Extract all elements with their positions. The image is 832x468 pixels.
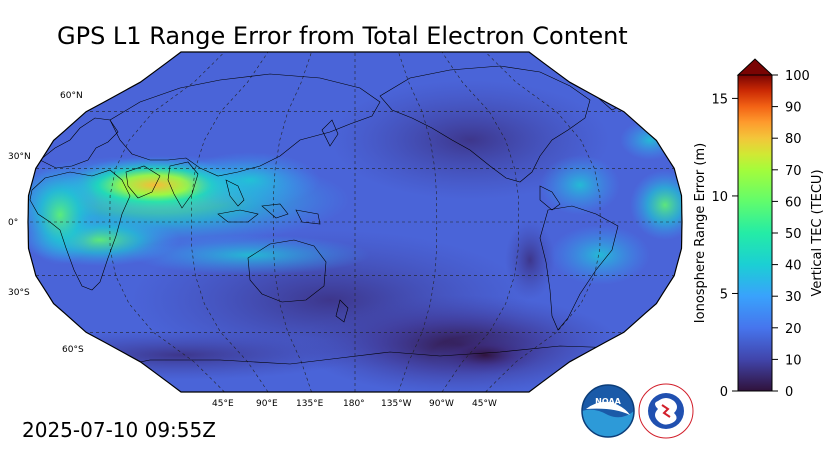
south-america-outline — [539, 205, 619, 331]
colorbar: 0 5 10 15 0 10 20 30 40 50 60 70 80 90 100 — [711, 58, 810, 400]
colorbar-left-tick-label: 10 — [711, 190, 728, 205]
colorbar-right-tick-label: 40 — [785, 259, 802, 274]
meridian-line — [191, 52, 269, 392]
colorbar-gradient — [737, 74, 773, 392]
globe-outline — [27, 51, 683, 393]
map-title: GPS L1 Range Error from Total Electron C… — [57, 22, 628, 50]
meridian-line — [109, 52, 225, 392]
africa-outline — [29, 169, 131, 291]
colorbar-left-tick-label: 0 — [720, 385, 728, 400]
colorbar-right-axis-label: Vertical TEC (TECU) — [810, 169, 825, 296]
colorbar-left-tick-label: 5 — [720, 287, 728, 302]
north-america-outline — [379, 65, 591, 183]
meridian-line — [398, 52, 438, 392]
lon-label-180: 180° — [343, 399, 365, 409]
meridian-line — [273, 52, 312, 392]
colorbar-right-tick-label: 90 — [785, 101, 802, 116]
lon-label-90e: 90°E — [256, 399, 278, 409]
lat-label-60n: 60°N — [60, 91, 83, 101]
colorbar-right-tick-label: 70 — [785, 164, 802, 179]
lon-label-135w: 135°W — [381, 399, 412, 409]
meridian-line — [485, 52, 601, 392]
asia-outline — [109, 73, 381, 177]
lat-label-30s: 30°S — [8, 288, 30, 298]
lat-label-60s: 60°S — [62, 345, 84, 355]
europe-outline — [39, 117, 119, 169]
lon-label-45w: 45°W — [472, 399, 497, 409]
colorbar-right-tick-label: 50 — [785, 227, 802, 242]
colorbar-right-tick-label: 30 — [785, 290, 802, 305]
colorbar-right-tick-label: 20 — [785, 322, 802, 337]
antarctica-outline — [89, 345, 661, 373]
lon-label-45e: 45°E — [212, 399, 234, 409]
colorbar-extend-triangle — [736, 58, 774, 76]
lat-label-30n: 30°N — [8, 152, 31, 162]
nws-logo — [638, 383, 694, 439]
colorbar-left-tick-label: 15 — [711, 92, 728, 107]
colorbar-right-tick-label: 80 — [785, 132, 802, 147]
colorbar-right-tick-label: 10 — [785, 353, 802, 368]
timestamp: 2025-07-10 09:55Z — [22, 418, 216, 442]
lon-label-135e: 135°E — [296, 399, 324, 409]
meridian-line — [441, 52, 519, 392]
noaa-logo — [581, 384, 635, 438]
noaa-logo-text: NOAA — [595, 397, 621, 406]
india-outline — [167, 161, 199, 209]
arabia-outline — [125, 165, 161, 199]
lat-label-0: 0° — [8, 218, 18, 228]
colorbar-left-axis-label: Ionosphere Range Error (m) — [693, 143, 708, 323]
australia-outline — [247, 239, 327, 303]
colorbar-right-tick-label: 0 — [785, 385, 793, 400]
colorbar-right-tick-label: 60 — [785, 195, 802, 210]
lon-label-90w: 90°W — [429, 399, 454, 409]
colorbar-right-tick-label: 100 — [785, 69, 810, 84]
